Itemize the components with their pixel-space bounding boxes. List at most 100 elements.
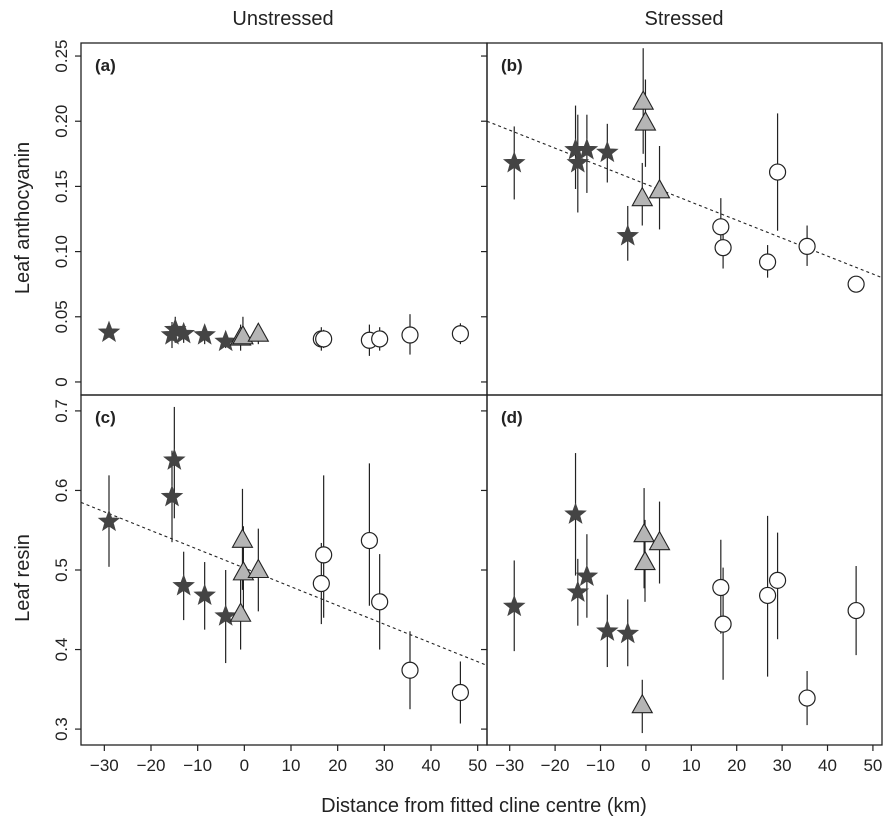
panel-d-x-tick-label: 10: [682, 756, 701, 775]
panel-b-triangle-point: [634, 110, 657, 131]
panel-c-circle-point: [312, 574, 330, 593]
panel-d-x-tick-label: 20: [727, 756, 746, 775]
panel-d-x-tick-label: 0: [641, 756, 650, 775]
column-title-stressed: Stressed: [645, 8, 724, 30]
panel-b-circle-point: [768, 163, 787, 181]
panel-c: (c) 0.3 0.4 0.5 0.6 0.7 −30 −20 −10 0 10 20 30 40 50: [52, 394, 488, 775]
panel-a-y-tick-label: 0.10: [52, 235, 71, 268]
panel-a-label: (a): [95, 56, 116, 75]
panel-d: (d) −30 −20 −10 0 10 20 30 40 50: [481, 394, 883, 775]
panel-b-star-point: [502, 151, 526, 173]
panel-c-y-tick-label: 0.3: [52, 717, 71, 741]
panel-a-circle-point: [315, 330, 333, 348]
panel-d-circle-point: [712, 578, 730, 597]
panel-c-frame: [80, 394, 488, 746]
x-axis-title: Distance from fitted cline centre (km): [321, 795, 647, 817]
panel-d-x-tick-label: −10: [586, 756, 615, 775]
panel-d-x-tick-label: −30: [495, 756, 524, 775]
panel-d-star-point: [566, 580, 590, 602]
panel-b-circle-point: [714, 239, 732, 257]
panel-b-star-point: [616, 224, 640, 246]
panel-d-triangle-point: [631, 693, 654, 714]
panel-d-x-tick-label: 40: [818, 756, 837, 775]
panel-d-star-point: [564, 502, 587, 524]
panel-b-triangle-point: [632, 90, 655, 110]
panel-a-star-point: [193, 323, 216, 345]
panel-a-circle-point: [401, 326, 419, 344]
panel-d-circle-point: [798, 689, 816, 707]
panel-b-circle-point: [758, 253, 777, 271]
panel-b-star-point: [566, 151, 590, 173]
panel-c-star-point: [163, 448, 186, 470]
panel-a-frame: [80, 42, 488, 396]
panel-d-circle-point: [847, 601, 865, 620]
panel-b-star-point: [596, 140, 619, 163]
panel-d-x-tick-label: 50: [863, 756, 882, 775]
panel-c-star-point: [214, 604, 237, 626]
panel-c-x-tick-label: −30: [90, 756, 119, 775]
panel-c-x-tick-label: 10: [282, 756, 301, 775]
panel-d-star-point: [502, 594, 526, 617]
y-axis-title-resin: Leaf resin: [12, 534, 34, 622]
panel-a-y-tick-label: 0.15: [52, 170, 71, 203]
panel-c-circle-point: [451, 683, 469, 702]
panel-c-triangle-point: [247, 558, 270, 579]
y-axis-title-anthocyanin: Leaf anthocyanin: [12, 142, 34, 294]
panel-b-star-point: [575, 138, 599, 160]
panel-d-circle-point: [714, 615, 732, 633]
panel-a-triangle-point: [247, 322, 270, 342]
panel-c-x-tick-label: 20: [328, 756, 347, 775]
panel-c-star-point: [172, 574, 195, 596]
panel-a-star-point: [214, 329, 237, 352]
panel-b-trend-line: [487, 120, 882, 279]
panel-d-triangle-point: [633, 522, 656, 543]
panel-d-circle-point: [758, 586, 777, 605]
panel-a-y-tick-label: 0.25: [52, 39, 71, 72]
panel-b-triangle-point: [648, 178, 671, 199]
panel-d-frame: [486, 394, 883, 746]
panel-c-triangle-point: [232, 560, 255, 581]
panel-a-circle-point: [451, 325, 469, 343]
panel-d-triangle-point: [648, 530, 671, 551]
panel-a-y-tick-label: 0.20: [52, 105, 71, 138]
panel-a: (a) 0 0.05 0.10 0.15 0.20 0.25: [52, 39, 488, 396]
panel-c-triangle-point: [229, 602, 252, 622]
panel-b-triangle-point: [631, 186, 654, 207]
panel-d-x-tick-label: 30: [773, 756, 792, 775]
panel-c-y-tick-label: 0.4: [52, 638, 71, 662]
panel-c-triangle-point: [231, 528, 254, 548]
panel-d-star-point: [575, 564, 599, 586]
panel-c-x-tick-label: −20: [137, 756, 166, 775]
panel-b: (b): [481, 42, 883, 396]
panel-d-star-point: [596, 619, 619, 641]
panel-b-circle-point: [798, 237, 816, 255]
panel-c-x-tick-label: 40: [422, 756, 441, 775]
panel-c-circle-point: [371, 593, 389, 611]
panel-a-y-tick-label: 0: [52, 377, 71, 386]
panel-c-star-point: [97, 509, 121, 532]
panel-c-star-point: [193, 583, 216, 606]
panel-c-circle-point: [360, 531, 378, 550]
panel-c-trend-line: [81, 501, 487, 666]
panel-c-x-tick-label: 50: [468, 756, 487, 775]
panel-c-circle-point: [315, 546, 333, 564]
panel-d-star-point: [616, 621, 640, 644]
panel-a-star-point: [172, 321, 195, 344]
panel-d-x-tick-label: −20: [541, 756, 570, 775]
panel-c-circle-point: [401, 661, 419, 679]
panel-c-star-point: [160, 484, 184, 507]
panel-c-y-tick-label: 0.7: [52, 399, 71, 423]
panel-b-label: (b): [501, 56, 523, 75]
panel-d-circle-point: [768, 571, 787, 589]
panel-a-triangle-point: [231, 324, 254, 345]
panel-c-x-tick-label: 0: [240, 756, 249, 775]
panel-c-x-tick-label: 30: [375, 756, 394, 775]
panel-b-circle-point: [712, 218, 730, 236]
column-title-unstressed: Unstressed: [232, 8, 333, 30]
panel-a-circle-point: [371, 330, 389, 348]
panel-b-frame: [486, 42, 883, 396]
panel-a-y-tick-label: 0.05: [52, 300, 71, 333]
panel-c-label: (c): [95, 408, 116, 427]
panel-c-y-tick-label: 0.6: [52, 479, 71, 503]
